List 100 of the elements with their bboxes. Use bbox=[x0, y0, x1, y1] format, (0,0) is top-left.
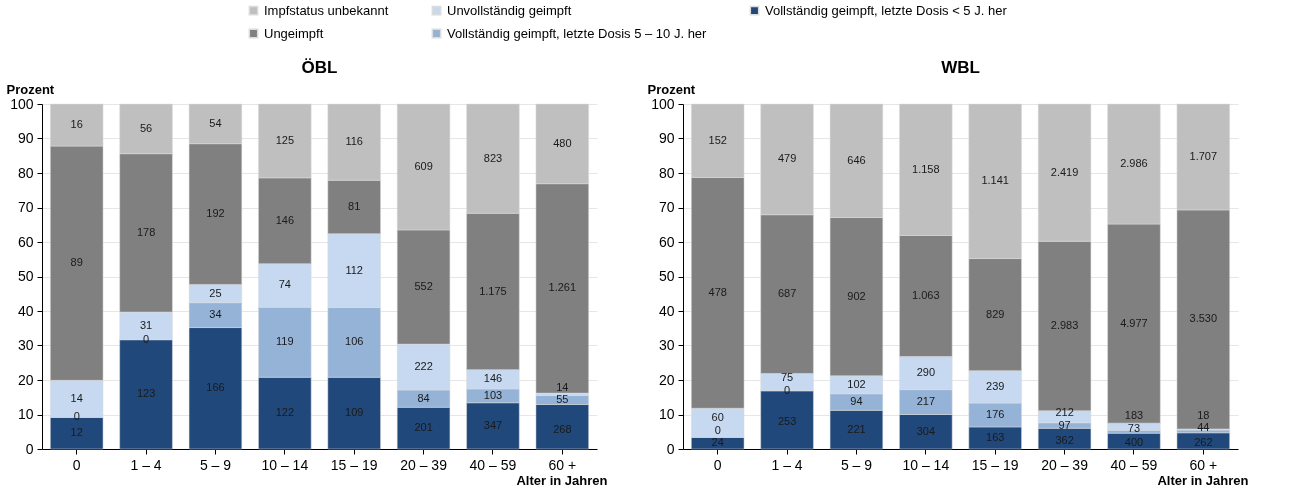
y-tick-label: 80 bbox=[658, 164, 675, 181]
annotation: 183 bbox=[1124, 409, 1144, 422]
annotation: 222 bbox=[414, 360, 433, 373]
annotation: 479 bbox=[777, 152, 797, 165]
annotation: 119 bbox=[276, 335, 294, 348]
x-tick-label: 10 – 14 bbox=[902, 456, 950, 473]
annotation: 2.986 bbox=[1120, 157, 1148, 170]
annotation: 31 bbox=[139, 318, 153, 331]
annotation: 829 bbox=[986, 307, 1005, 320]
annotation: 304 bbox=[916, 424, 935, 437]
annotation: 152 bbox=[708, 133, 727, 146]
annotation: 823 bbox=[483, 151, 503, 164]
annotation: 4.977 bbox=[1120, 316, 1148, 329]
annotation: 192 bbox=[206, 207, 225, 220]
y-tick-label: 20 bbox=[17, 371, 34, 388]
annotation: 75 bbox=[780, 371, 794, 384]
annotation: 73 bbox=[1127, 421, 1141, 434]
y-tick-label: 50 bbox=[658, 268, 675, 284]
annotation: 18 bbox=[1197, 408, 1210, 421]
y-tick-label: 20 bbox=[658, 371, 675, 388]
y-tick-label: 10 bbox=[17, 406, 34, 422]
annotation: 362 bbox=[1055, 433, 1074, 446]
y-tick-label: 50 bbox=[17, 268, 34, 284]
annotation: 687 bbox=[777, 287, 797, 300]
annotation: 253 bbox=[777, 414, 797, 427]
annotation: 14 bbox=[556, 380, 569, 393]
annotation: 56 bbox=[139, 121, 153, 134]
annotation: 609 bbox=[414, 159, 433, 172]
annotation: 166 bbox=[206, 381, 225, 394]
annotation: 201 bbox=[414, 421, 433, 434]
annotation: 478 bbox=[708, 285, 727, 298]
x-tick-label: 10 – 14 bbox=[261, 456, 309, 473]
annotation: 480 bbox=[553, 136, 572, 149]
annotation: 1.707 bbox=[1189, 149, 1218, 162]
x-axis-title: Alter in Jahren bbox=[516, 472, 608, 488]
x-tick-label: 0 bbox=[713, 456, 722, 473]
annotation: 24 bbox=[711, 436, 724, 449]
annotation: 84 bbox=[417, 391, 430, 404]
y-tick-label: 100 bbox=[10, 95, 34, 112]
y-axis-title: Prozent bbox=[6, 81, 55, 97]
y-tick-label: 60 bbox=[658, 233, 675, 250]
annotation: 262 bbox=[1194, 436, 1213, 449]
annotation: 106 bbox=[345, 335, 364, 348]
y-tick-label: 40 bbox=[17, 302, 34, 319]
y-tick-label: 90 bbox=[658, 130, 675, 146]
annotation: 0 bbox=[714, 423, 721, 436]
y-tick-label: 100 bbox=[651, 95, 675, 112]
annotation: 221 bbox=[847, 422, 866, 435]
annotation: 1.175 bbox=[479, 284, 507, 297]
annotation: 125 bbox=[275, 133, 294, 146]
y-tick-label: 80 bbox=[17, 164, 34, 181]
annotation: 552 bbox=[414, 280, 433, 293]
annotation: 54 bbox=[209, 116, 222, 129]
annotation: 178 bbox=[136, 225, 156, 238]
annotation: 176 bbox=[986, 408, 1005, 421]
annotation: 103 bbox=[483, 388, 503, 401]
annotation: 646 bbox=[847, 153, 866, 166]
annotation: 14 bbox=[70, 391, 83, 404]
annotation: 1.141 bbox=[981, 174, 1009, 187]
x-tick-label: 15 – 19 bbox=[971, 456, 1019, 473]
annotation: 25 bbox=[209, 286, 222, 299]
x-tick-label: 1 – 4 bbox=[130, 456, 162, 473]
x-tick-label: 0 bbox=[72, 456, 81, 473]
x-tick-label: 15 – 19 bbox=[330, 456, 378, 473]
annotation: 55 bbox=[556, 393, 569, 406]
annotation: 217 bbox=[916, 395, 935, 408]
annotation: 239 bbox=[986, 379, 1005, 392]
legend-label: Vollständig geimpft, letzte Dosis 5 – 10 J. her bbox=[447, 25, 708, 41]
y-axis-title: Prozent bbox=[647, 81, 696, 97]
y-tick-label: 70 bbox=[658, 199, 675, 215]
annotation: 212 bbox=[1055, 406, 1074, 419]
legend-label: Unvollständig geimpft bbox=[447, 2, 572, 18]
x-tick-label: 60 + bbox=[548, 456, 577, 473]
annotation: 123 bbox=[136, 387, 156, 400]
annotation: 146 bbox=[275, 213, 294, 226]
legend-label: Ungeimpft bbox=[264, 25, 324, 41]
y-tick-label: 70 bbox=[17, 199, 34, 215]
annotation: 116 bbox=[345, 135, 363, 148]
annotation: 109 bbox=[345, 406, 364, 419]
x-tick-label: 20 – 39 bbox=[400, 456, 448, 473]
annotation: 112 bbox=[345, 263, 363, 276]
annotation: 12 bbox=[70, 426, 83, 439]
annotation: 16 bbox=[70, 118, 83, 131]
x-tick-label: 1 – 4 bbox=[771, 456, 803, 473]
x-tick-label: 40 – 59 bbox=[1110, 456, 1158, 473]
annotation: 34 bbox=[209, 308, 222, 321]
x-tick-label: 20 – 39 bbox=[1041, 456, 1089, 473]
y-tick-label: 60 bbox=[17, 233, 34, 250]
y-tick-label: 10 bbox=[658, 406, 675, 422]
annotation: 122 bbox=[275, 406, 294, 419]
annotation: 1.158 bbox=[912, 162, 940, 175]
annotation: 163 bbox=[986, 430, 1005, 443]
y-tick-label: 40 bbox=[658, 302, 675, 319]
x-tick-label: 5 – 9 bbox=[199, 456, 232, 473]
annotation: 1.063 bbox=[912, 288, 940, 301]
annotation: 400 bbox=[1124, 436, 1144, 449]
x-tick-label: 60 + bbox=[1189, 456, 1218, 473]
chart-title: ÖBL bbox=[301, 58, 338, 77]
y-tick-label: 30 bbox=[658, 337, 675, 353]
annotation: 2.983 bbox=[1050, 319, 1079, 332]
